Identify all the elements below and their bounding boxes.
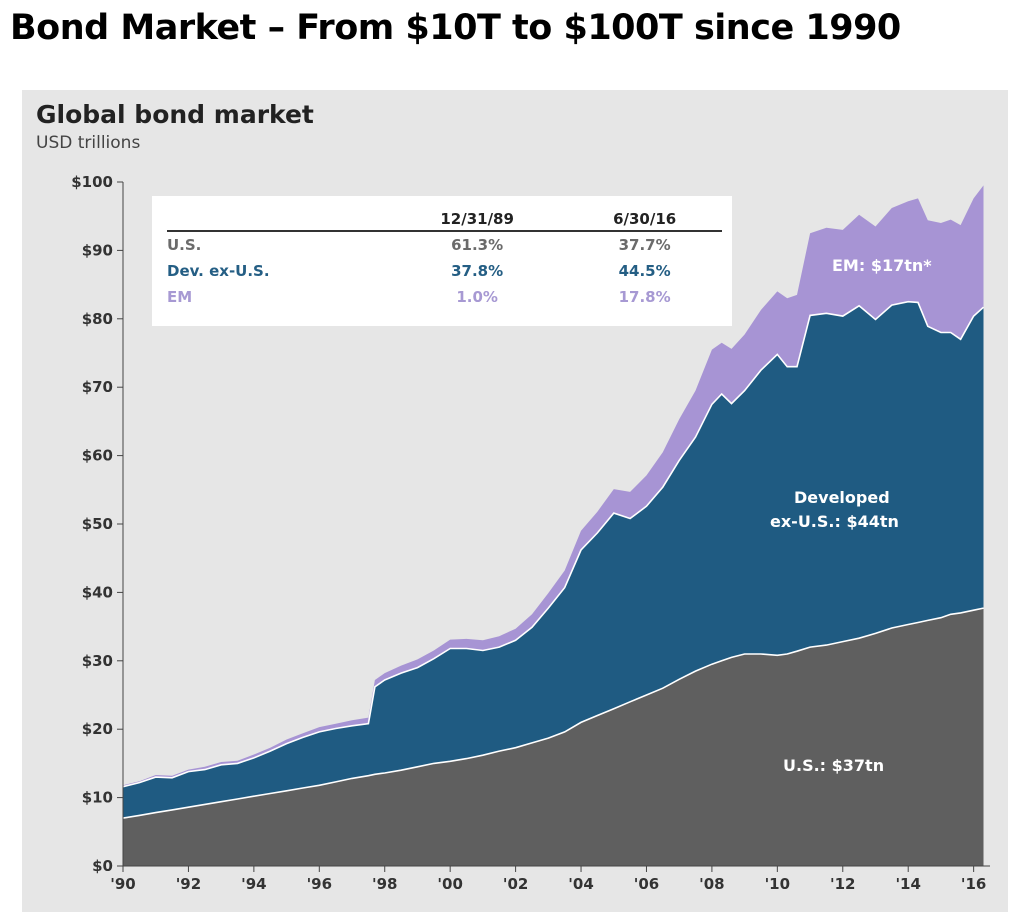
table-row-us: U.S. 61.3% 37.7% [167, 231, 722, 258]
value-1989: 1.0% [456, 288, 498, 306]
y-tick-label: $50 [82, 515, 113, 533]
x-tick-label: '16 [961, 875, 986, 893]
table-header-1989: 12/31/89 [387, 208, 568, 232]
table-header-blank [167, 208, 387, 232]
x-tick-label: '00 [437, 875, 462, 893]
y-tick-label: $60 [82, 447, 113, 465]
y-tick-label: $100 [71, 173, 113, 191]
row-label: EM [167, 288, 193, 306]
value-2016: 44.5% [618, 262, 671, 280]
row-label: Dev. ex-U.S. [167, 262, 270, 280]
chart-title: Global bond market [36, 100, 314, 129]
y-tick-label: $10 [82, 789, 113, 807]
table-row-em: EM 1.0% 17.8% [167, 284, 722, 310]
dev-area-label-line1: Developed [794, 488, 890, 507]
x-tick-label: '14 [895, 875, 920, 893]
value-2016: 37.7% [618, 236, 671, 254]
x-tick-label: '98 [372, 875, 397, 893]
table-header-row: 12/31/89 6/30/16 [167, 208, 722, 232]
x-tick-label: '90 [110, 875, 135, 893]
x-tick-label: '12 [830, 875, 855, 893]
composition-table-box: 12/31/89 6/30/16 U.S. 61.3% 37.7% Dev. e… [152, 196, 732, 326]
dev-boundary-line [122, 300, 985, 788]
em-area [123, 185, 984, 787]
y-tick-label: $90 [82, 241, 113, 259]
us-boundary-line [122, 607, 984, 819]
x-tick-label: '02 [503, 875, 528, 893]
em-area-label: EM: $17tn* [832, 256, 932, 275]
y-tick-label: $20 [82, 720, 113, 738]
table-row-dev-ex-us: Dev. ex-U.S. 37.8% 44.5% [167, 258, 722, 284]
x-tick-label: '10 [765, 875, 790, 893]
slide-title: Bond Market – From $10T to $100T since 1… [10, 8, 901, 48]
us-area-label: U.S.: $37tn [783, 756, 885, 775]
dev-ex-us-area [123, 301, 984, 819]
chart-subtitle: USD trillions [36, 133, 141, 153]
x-tick-label: '06 [634, 875, 659, 893]
x-tick-label: '04 [568, 875, 593, 893]
value-1989: 61.3% [451, 236, 504, 254]
x-tick-label: '96 [307, 875, 332, 893]
y-tick-label: $40 [82, 583, 113, 601]
table-header-2016: 6/30/16 [567, 208, 722, 232]
composition-table: 12/31/89 6/30/16 U.S. 61.3% 37.7% Dev. e… [167, 208, 722, 310]
y-tick-label: $0 [92, 857, 113, 875]
x-tick-label: '08 [699, 875, 724, 893]
y-tick-label: $80 [82, 310, 113, 328]
y-tick-label: $70 [82, 378, 113, 396]
y-tick-label: $30 [82, 652, 113, 670]
row-label: U.S. [167, 236, 202, 254]
value-1989: 37.8% [451, 262, 504, 280]
x-tick-label: '94 [241, 875, 266, 893]
x-tick-label: '92 [176, 875, 201, 893]
dev-area-label-line2: ex-U.S.: $44tn [770, 512, 899, 531]
value-2016: 17.8% [618, 288, 671, 306]
